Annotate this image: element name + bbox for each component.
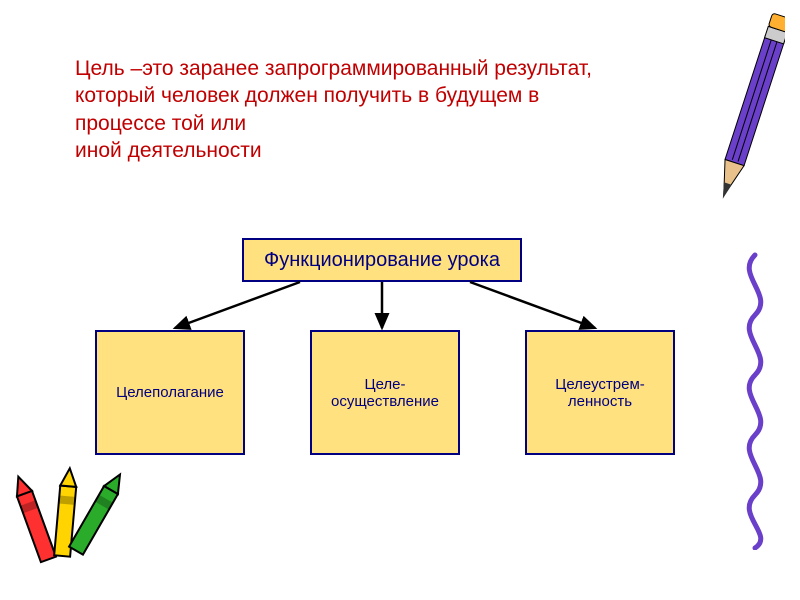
diagram-root-box: Функционирование урока <box>242 238 522 282</box>
title-line-1: Цель –это заранее запрограммированный ре… <box>75 55 595 82</box>
diagram-child-box: Целеустрем-ленность <box>525 330 675 455</box>
diagram-child-box: Целе-осуществление <box>310 330 460 455</box>
diagram-child-label: Целе-осуществление <box>331 376 439 410</box>
diagram-child-label: Целеполагание <box>116 384 224 401</box>
title-definition: Цель –это заранее запрограммированный ре… <box>75 55 595 164</box>
diagram-child-box: Целеполагание <box>95 330 245 455</box>
diagram-child-label: Целеустрем-ленность <box>555 376 645 410</box>
pencil-icon <box>715 5 785 225</box>
diagram-root-label: Функционирование урока <box>264 249 500 272</box>
title-line-3: иной деятельности <box>75 137 595 164</box>
crayons-icon <box>5 450 165 590</box>
title-line-2: который человек должен получить в будуще… <box>75 82 595 137</box>
squiggle-icon <box>730 250 780 550</box>
slide: Цель –это заранее запрограммированный ре… <box>0 0 800 600</box>
